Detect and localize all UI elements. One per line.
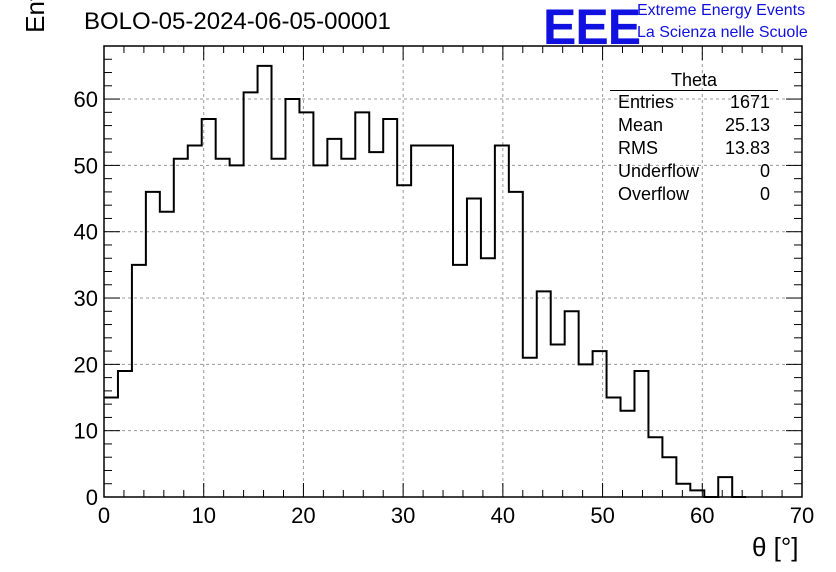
stats-value: 0 bbox=[759, 184, 770, 204]
stats-box: Theta Entries 1671 Mean 25.13 RMS 13.83 … bbox=[610, 70, 778, 206]
histogram-bin bbox=[160, 212, 174, 497]
logo-subtitle-2: La Scienza nelle Scuole bbox=[637, 24, 808, 41]
histogram-bin bbox=[397, 185, 411, 497]
stats-label: Entries bbox=[618, 92, 675, 112]
histogram-bin bbox=[718, 477, 732, 497]
y-tick-label: 10 bbox=[74, 419, 98, 444]
histogram-bin bbox=[523, 358, 537, 497]
histogram-bin bbox=[216, 159, 230, 497]
histogram-bin bbox=[369, 152, 383, 497]
histogram-series bbox=[104, 64, 747, 498]
histogram-bin bbox=[439, 145, 453, 497]
x-tick-label: 0 bbox=[98, 503, 110, 528]
x-axis-label: θ [°] bbox=[752, 532, 799, 562]
histogram-bin bbox=[676, 484, 690, 497]
histogram-bin bbox=[411, 145, 425, 497]
stats-label: RMS bbox=[618, 138, 658, 158]
stats-label: Mean bbox=[618, 115, 664, 135]
y-tick-label: 60 bbox=[74, 87, 98, 112]
histogram-bin bbox=[202, 119, 216, 497]
stats-row: Overflow 0 bbox=[610, 183, 778, 206]
stats-value: 13.83 bbox=[724, 138, 770, 158]
y-tick-label: 20 bbox=[74, 352, 98, 377]
histogram-bin bbox=[230, 165, 244, 497]
histogram-bin bbox=[621, 411, 635, 497]
x-tick-label: 10 bbox=[191, 503, 215, 528]
histogram-bin bbox=[495, 145, 509, 497]
histogram-bin bbox=[537, 291, 551, 497]
histogram-bin bbox=[565, 311, 579, 497]
histogram-bin bbox=[244, 92, 258, 497]
stats-row: Entries 1671 bbox=[610, 91, 778, 114]
histogram-bin bbox=[174, 159, 188, 497]
histogram-bin bbox=[341, 159, 355, 497]
histogram-bin bbox=[146, 192, 160, 497]
histogram-bin bbox=[104, 398, 118, 497]
x-tick-label: 40 bbox=[491, 503, 515, 528]
histogram-bin bbox=[551, 344, 565, 497]
histogram-bin bbox=[272, 159, 286, 497]
stats-label: Overflow bbox=[618, 184, 690, 204]
y-tick-label: 50 bbox=[74, 153, 98, 178]
chart-title: BOLO-05-2024-06-05-00001 bbox=[84, 8, 391, 35]
histogram-bin bbox=[467, 199, 481, 497]
x-tick-label: 20 bbox=[291, 503, 315, 528]
x-tick-label: 60 bbox=[690, 503, 714, 528]
histogram-bin bbox=[132, 265, 146, 497]
histogram-bin bbox=[425, 145, 439, 497]
stats-label: Underflow bbox=[618, 161, 700, 181]
histogram-bin bbox=[285, 99, 299, 497]
stats-value: 1671 bbox=[729, 92, 770, 112]
x-tick-label: 30 bbox=[391, 503, 415, 528]
histogram-bin bbox=[593, 351, 607, 497]
histogram-bin bbox=[634, 371, 648, 497]
histogram-bin bbox=[648, 437, 662, 497]
histogram-bin bbox=[607, 398, 621, 497]
stats-title: Theta bbox=[610, 70, 778, 91]
histogram-bin bbox=[327, 139, 341, 497]
y-tick-label: 40 bbox=[74, 220, 98, 245]
eee-logo: EEE bbox=[543, 0, 641, 55]
histogram-bin bbox=[481, 258, 495, 497]
histogram-bin bbox=[579, 364, 593, 497]
histogram-bin bbox=[453, 265, 467, 497]
histogram-bin bbox=[690, 490, 704, 497]
histogram-bin bbox=[662, 457, 676, 497]
stats-row: Underflow 0 bbox=[610, 160, 778, 183]
stats-value: 0 bbox=[759, 161, 770, 181]
stats-row: Mean 25.13 bbox=[610, 114, 778, 137]
y-tick-label: 30 bbox=[74, 286, 98, 311]
y-tick-label: 0 bbox=[86, 485, 98, 510]
histogram-bin bbox=[188, 145, 202, 497]
x-tick-label: 70 bbox=[790, 503, 814, 528]
histogram-bin bbox=[355, 112, 369, 497]
histogram-bin bbox=[383, 119, 397, 497]
histogram-bin bbox=[258, 66, 272, 497]
histogram-bin bbox=[313, 165, 327, 497]
x-tick-label: 50 bbox=[590, 503, 614, 528]
histogram-bin bbox=[118, 371, 132, 497]
y-axis-label: Entries/bin bbox=[20, 0, 51, 110]
histogram-bin bbox=[299, 112, 313, 497]
stats-row: RMS 13.83 bbox=[610, 137, 778, 160]
stats-value: 25.13 bbox=[724, 115, 770, 135]
logo-subtitle-1: Extreme Energy Events bbox=[637, 2, 806, 19]
histogram-bin bbox=[509, 192, 523, 497]
